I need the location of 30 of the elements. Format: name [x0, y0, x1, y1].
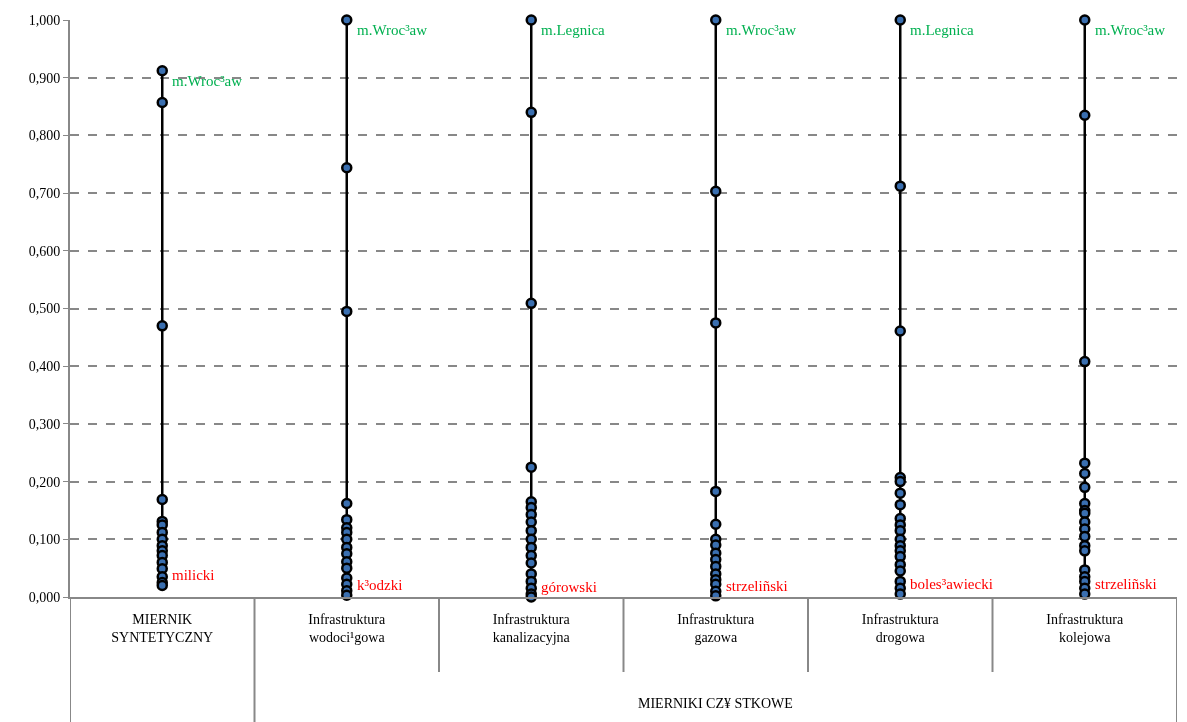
x-tick-label: Infrastruktura kanalizacyjna [492, 611, 571, 645]
y-tick-label: 0,500 [28, 301, 61, 317]
annotation: m.Wroc³aw [726, 22, 797, 38]
annotation: k³odzki [357, 577, 403, 593]
y-tick-label: 0,600 [28, 243, 61, 259]
annotation: m.Legnica [910, 22, 975, 38]
y-tick-label: 0,100 [28, 532, 61, 548]
y-tick-label: 0,700 [28, 186, 61, 201]
y-tick-label: 0,800 [28, 128, 61, 144]
annotation: m.Legnica [541, 22, 606, 38]
text: MIERNIKI CZ¥ STKOWE [638, 696, 793, 711]
y-tick-label: 0,900 [28, 70, 61, 86]
y-tick-label: 0,000 [28, 589, 61, 605]
annotation: boles³awiecki [910, 576, 993, 592]
annotation: m.Wroc³aw [357, 22, 428, 38]
x-tick-label: Infrastruktura drogowa [861, 611, 940, 645]
annotation: górowski [541, 579, 597, 595]
annotation: milicki [172, 567, 215, 583]
annotation: strzeliñski [1095, 576, 1157, 592]
annotation: m.Wroc³aw [1095, 22, 1166, 38]
x-tick-label: Infrastruktura gazowa [677, 611, 756, 645]
annotation: strzeliñski [726, 578, 788, 594]
annotation: m.Wroc³aw [172, 73, 243, 89]
x-tick-label: Infrastruktura wodoci¹gowa [308, 611, 387, 645]
y-tick-label: 0,200 [28, 474, 61, 490]
x-tick-label: MIERNIK SYNTETYCZNY [111, 611, 214, 645]
y-tick-label: 0,300 [28, 416, 61, 432]
x-tick-label: Infrastruktura kolejowa [1046, 611, 1125, 645]
y-tick-label: 1,000 [28, 12, 61, 28]
y-tick-label: 0,400 [28, 359, 61, 375]
